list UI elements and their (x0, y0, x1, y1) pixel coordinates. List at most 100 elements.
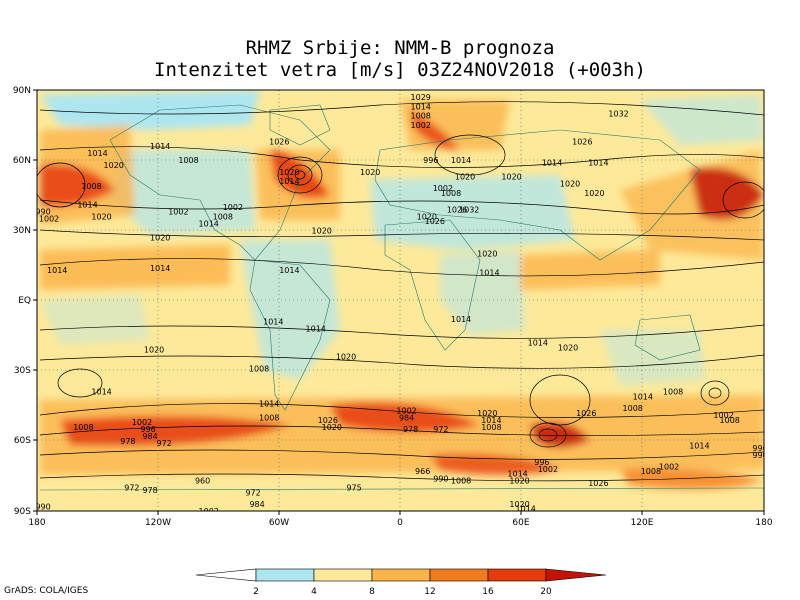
wind-field: 1029101410081002103210261014102010081014… (35, 90, 767, 516)
isobar-label: 1002 (168, 208, 188, 217)
isobar-label: 1002 (199, 507, 219, 516)
isobar-label: 972 (245, 488, 260, 497)
lat-label-60n: 60N (13, 156, 31, 166)
isobar-label: 1002 (659, 463, 679, 472)
isobar-label: 990 (752, 451, 767, 460)
lat-label-30n: 30N (13, 226, 31, 236)
isobar-label: 1029 (411, 93, 431, 102)
colorbar-tick-2: 2 (253, 587, 259, 597)
isobar-label: 1008 (73, 423, 93, 432)
map-title: RHMZ Srbije: NMM-B prognoza (245, 37, 555, 59)
colorbar-tick-20: 20 (540, 587, 552, 597)
isobar-label: 1014 (77, 201, 97, 210)
isobar-label: 1020 (336, 353, 356, 362)
isobar-label: 1014 (306, 325, 326, 334)
isobar-label: 966 (415, 467, 430, 476)
colorbar-swatch-below-2 (195, 568, 257, 582)
lat-label-60s: 60S (14, 436, 31, 446)
axis-ticks (33, 89, 765, 515)
isobar-label: 990 (35, 208, 50, 217)
isobar-label: 1020 (560, 180, 580, 189)
isobar-label: 1014 (279, 177, 299, 186)
colorbar-tick-12: 12 (424, 587, 435, 597)
colorbar-tick-16: 16 (482, 587, 494, 597)
isobar-label: 984 (142, 432, 157, 441)
isobar-labels: 1029101410081002103210261014102010081014… (35, 93, 767, 516)
isobar-label: 1014 (528, 339, 548, 348)
isobar-label: 1020 (455, 173, 475, 182)
isobar-label: 1032 (459, 205, 479, 214)
isobar-label: 996 (534, 458, 549, 467)
isobar-label: 1020 (91, 212, 111, 221)
lon-label-180w: 180 (28, 518, 45, 528)
isobar-label: 1008 (641, 467, 661, 476)
lon-label-120w: 120W (145, 518, 171, 528)
isobar-label: 1014 (259, 399, 279, 408)
isobar-label: 990 (35, 502, 50, 511)
isobar-label: 1014 (47, 266, 67, 275)
isobar-label: 984 (399, 413, 414, 422)
isobar-label: 1008 (623, 404, 643, 413)
colorbar-swatch-above-20 (545, 568, 607, 582)
colorbar-swatch-16-20 (487, 568, 547, 582)
isobar-label: 1020 (509, 500, 529, 509)
isobar-label: 996 (423, 156, 438, 165)
isobar-label: 1002 (411, 121, 431, 130)
isobar-label: 1020 (322, 423, 342, 432)
map-subtitle: Intenzitet vetra [m/s] 03Z24NOV2018 (+00… (154, 59, 646, 81)
isobar-label: 978 (142, 486, 157, 495)
isobar-label: 1020 (477, 409, 497, 418)
isobar-label: 1014 (479, 268, 499, 277)
isobar-label: 1020 (558, 343, 578, 352)
colorbar-swatch-2-4 (255, 568, 315, 582)
isobar-label: 1020 (312, 226, 332, 235)
colorbar (195, 568, 607, 582)
isobar-label: 1014 (689, 442, 709, 451)
isobar-label: 1014 (87, 149, 107, 158)
isobar-label: 1014 (150, 264, 170, 273)
isobar-label: 1014 (516, 505, 536, 514)
isobar-label: 1020 (279, 168, 299, 177)
isobar-label: 1020 (104, 161, 124, 170)
isobar-label: 1026 (576, 409, 596, 418)
isobar-label: 1008 (81, 182, 101, 191)
isobar-label: 1020 (509, 477, 529, 486)
isobar-label: 1014 (91, 388, 111, 397)
isobar-label: 1008 (213, 212, 233, 221)
continents (39, 104, 764, 491)
isobar-label: 1008 (411, 112, 431, 121)
isobar-label: 984 (249, 500, 264, 509)
isobar-label: 972 (157, 439, 172, 448)
isobar-label: 1032 (608, 109, 628, 118)
isobar-label: 1008 (259, 413, 279, 422)
isobar-label: 1014 (451, 156, 471, 165)
isobar-label: 960 (195, 477, 210, 486)
isobar-label: 1020 (417, 212, 437, 221)
isobar-label: 1026 (318, 416, 338, 425)
isobar-label: 1014 (481, 416, 501, 425)
isobar-label: 1002 (713, 411, 733, 420)
isobar-label: 1014 (263, 318, 283, 327)
isobar-label: 1026 (447, 205, 467, 214)
isobar-label: 1008 (441, 189, 461, 198)
isobar-label: 1026 (572, 138, 592, 147)
isobar-label: 1008 (249, 364, 269, 373)
isobar-label: 1008 (663, 388, 683, 397)
isobar-label: 1008 (178, 156, 198, 165)
lon-label-60w: 60W (269, 518, 289, 528)
isobar-label: 1014 (199, 219, 219, 228)
colorbar-tick-4: 4 (311, 587, 317, 597)
isobar-label: 1008 (451, 477, 471, 486)
lat-label-30s: 30S (14, 366, 31, 376)
colorbar-swatch-8-12 (371, 568, 431, 582)
isobar-label: 1020 (360, 168, 380, 177)
lat-label-eq: EQ (18, 296, 31, 306)
lon-label-60e: 60E (512, 518, 529, 528)
isobar-label: 1002 (223, 203, 243, 212)
isobar-label: 996 (140, 425, 155, 434)
isobar-label: 1008 (481, 423, 501, 432)
isobar-label: 978 (120, 437, 135, 446)
colorbar-swatch-4-8 (313, 568, 373, 582)
isobar-label: 972 (433, 425, 448, 434)
isobar-label: 1026 (269, 138, 289, 147)
